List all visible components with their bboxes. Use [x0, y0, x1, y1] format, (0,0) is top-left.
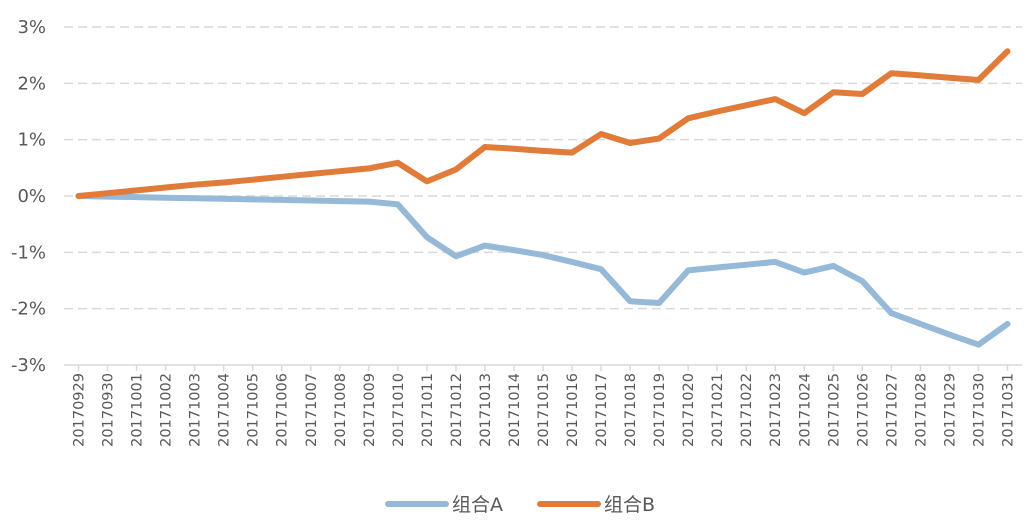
x-tick-label: 20171014 — [507, 373, 523, 447]
x-tick-label: 20171024 — [797, 373, 813, 447]
x-tick-label: 20171007 — [304, 373, 320, 447]
x-tick-label: 20171017 — [594, 373, 610, 447]
x-tick-label: 20171019 — [652, 373, 668, 447]
x-tick-label: 20171016 — [565, 373, 581, 447]
x-tick-label: 20171010 — [391, 373, 407, 447]
x-tick-label: 20171009 — [362, 373, 378, 447]
y-tick-label: 0% — [17, 186, 46, 207]
y-tick-label: 3% — [17, 17, 46, 38]
x-tick-label: 20171022 — [739, 373, 755, 447]
x-tick-label: 20170929 — [72, 373, 88, 447]
y-axis-ticks: 3% 2% 1% 0% -1% -2% -3% — [11, 17, 46, 376]
x-tick-label: 20171011 — [420, 373, 436, 447]
x-tick-label: 20171001 — [130, 373, 146, 447]
x-tick-label: 20171021 — [710, 373, 726, 447]
x-tick-label: 20171031 — [1000, 373, 1016, 447]
y-tick-label: 1% — [17, 130, 46, 151]
x-tick-label: 20171028 — [913, 373, 929, 447]
legend-label: 组合A — [452, 494, 503, 516]
x-tick-label: 20171018 — [623, 373, 639, 447]
x-axis-ticks: 20170929 20170930 20171001 20171002 20171003… — [72, 365, 1016, 447]
legend: 组合A 组合B — [385, 494, 655, 516]
x-tick-label: 20171005 — [246, 373, 262, 447]
x-tick-label: 20171002 — [159, 373, 175, 447]
x-tick-label: 20171026 — [855, 373, 871, 447]
series-line-b — [75, 48, 1011, 199]
y-tick-label: 2% — [17, 73, 46, 94]
y-tick-label: -2% — [11, 299, 46, 320]
series-line-a — [75, 193, 1011, 348]
legend-label: 组合B — [604, 494, 655, 516]
y-tick-label: -3% — [11, 355, 46, 376]
x-tick-label: 20171008 — [333, 373, 349, 447]
x-tick-label: 20171015 — [536, 373, 552, 447]
x-tick-label: 20171006 — [275, 373, 291, 447]
x-tick-label: 20171012 — [449, 373, 465, 447]
x-tick-label: 20170930 — [101, 373, 117, 447]
x-tick-label: 20171004 — [217, 373, 233, 447]
series-lines — [75, 48, 1011, 348]
y-tick-label: -1% — [11, 242, 46, 263]
x-tick-label: 20171013 — [478, 373, 494, 447]
x-tick-label: 20171029 — [942, 373, 958, 447]
x-tick-label: 20171030 — [971, 373, 987, 447]
x-tick-label: 20171023 — [768, 373, 784, 447]
x-tick-label: 20171003 — [188, 373, 204, 447]
x-tick-label: 20171027 — [884, 373, 900, 447]
x-tick-label: 20171020 — [681, 373, 697, 447]
x-tick-label: 20171025 — [826, 373, 842, 447]
